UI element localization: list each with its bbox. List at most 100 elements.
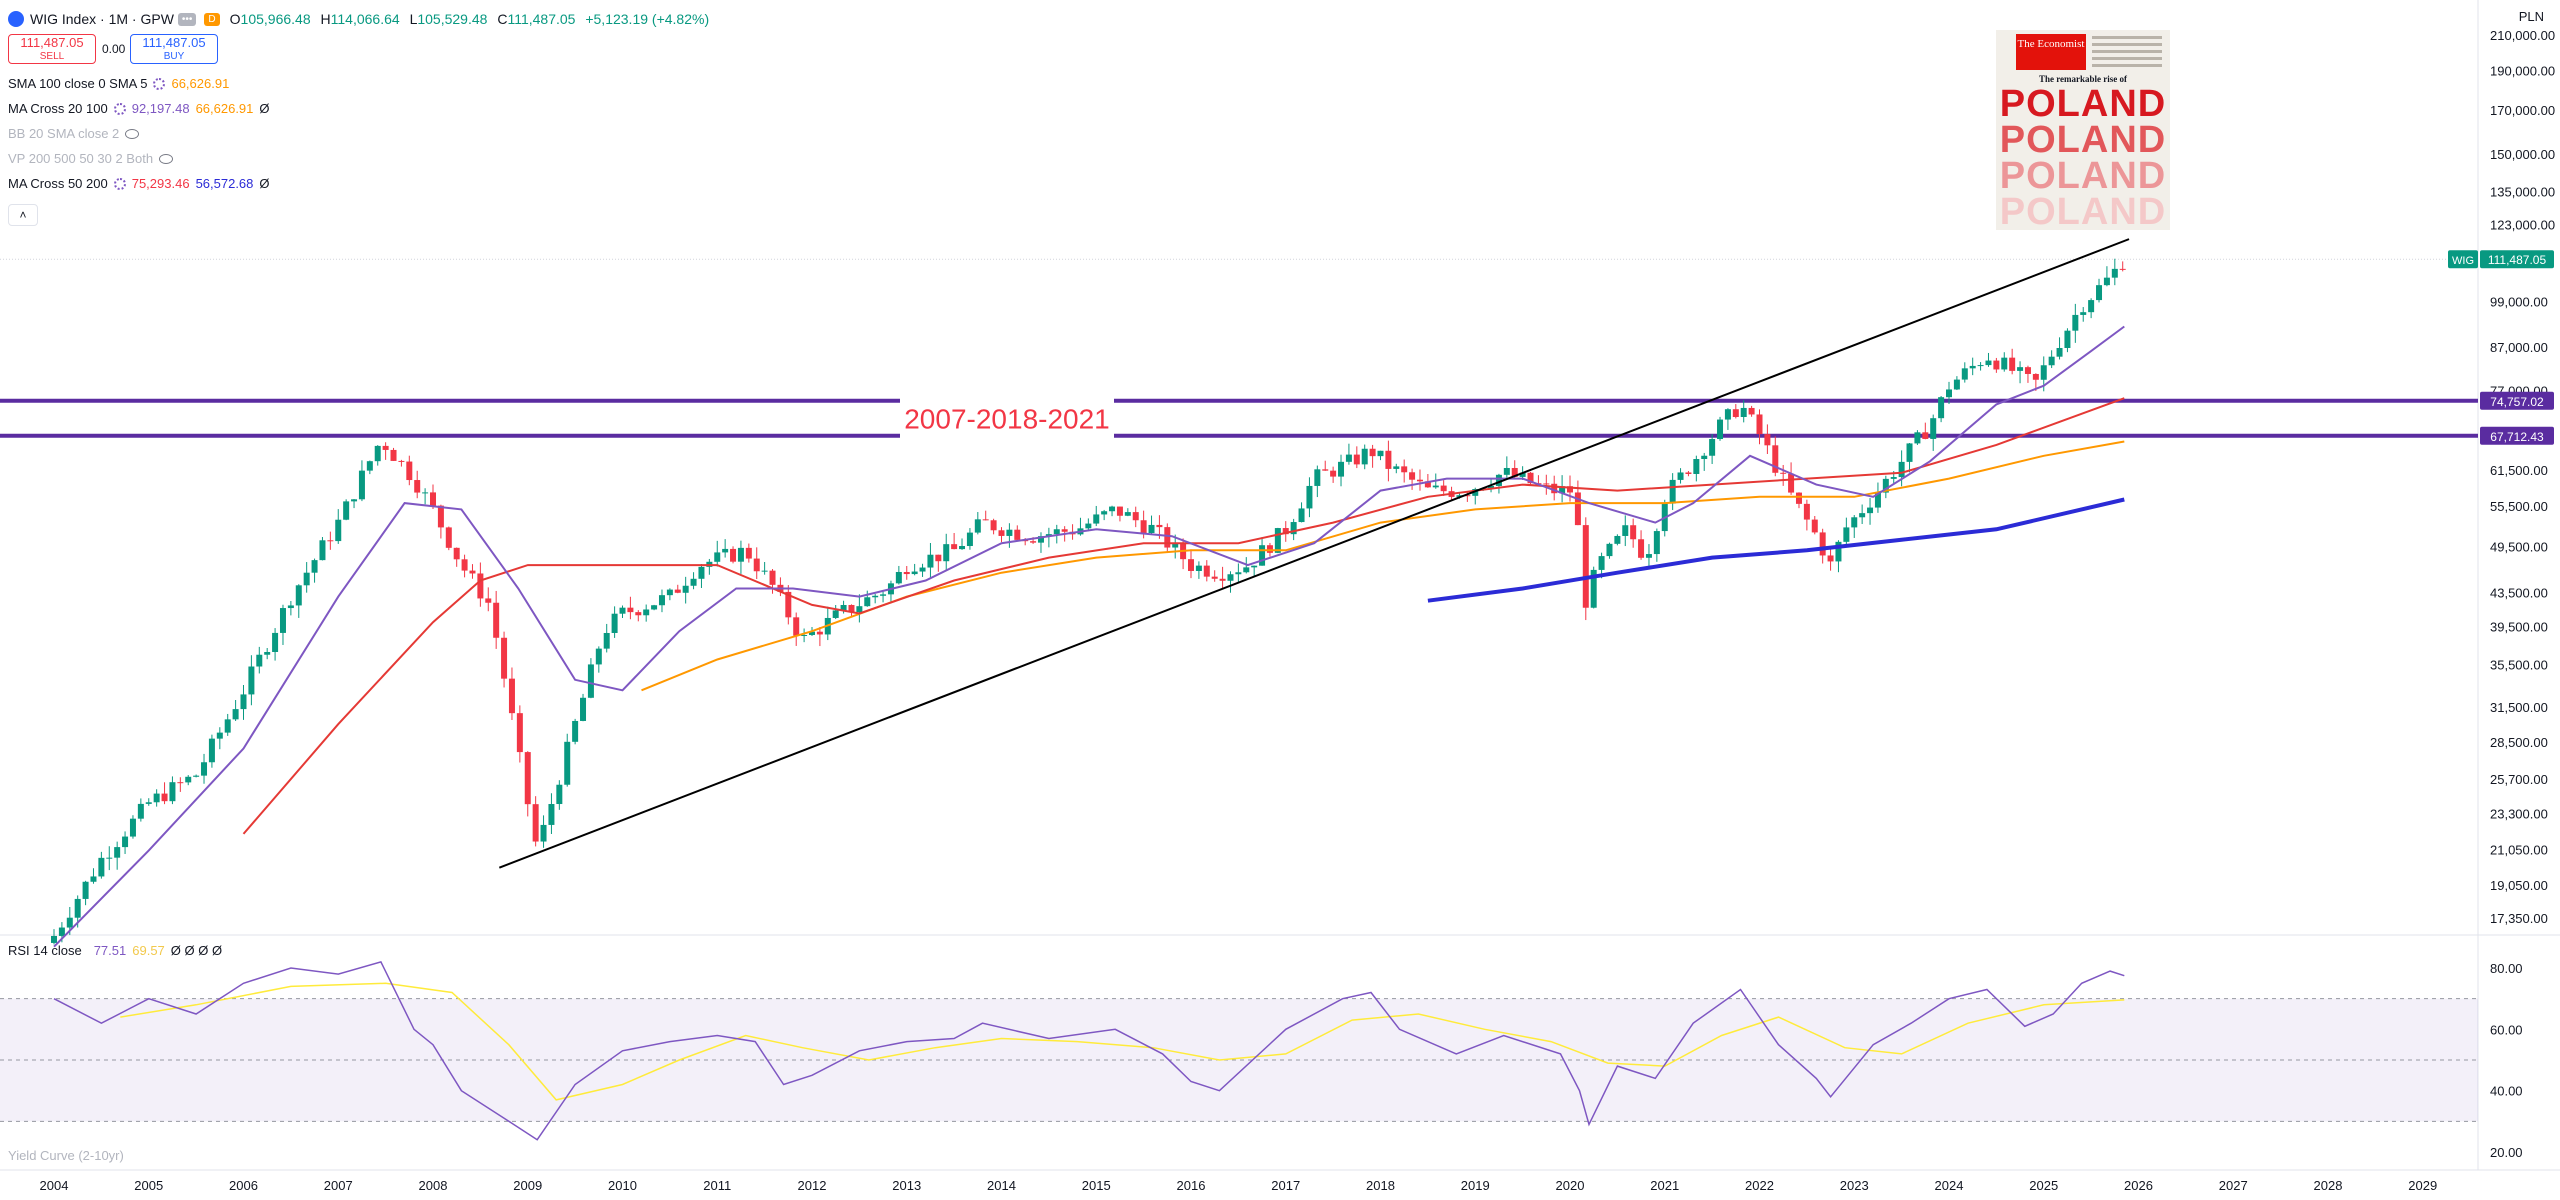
candle-down: [469, 570, 476, 574]
candle-up: [1653, 531, 1660, 555]
x-tick-label: 2027: [2219, 1178, 2248, 1193]
candle-up: [216, 732, 223, 739]
x-tick-label: 2025: [2029, 1178, 2058, 1193]
candle-up: [1093, 514, 1100, 524]
candle-down: [635, 612, 642, 616]
settings-icon[interactable]: [153, 77, 166, 90]
x-tick-label: 2005: [134, 1178, 163, 1193]
cover-word-2: POLAND: [1999, 119, 2167, 161]
rsi-legend[interactable]: RSI 14 close 77.51 69.57 Ø Ø Ø Ø: [8, 943, 223, 958]
candle-up: [943, 544, 950, 562]
x-tick-label: 2017: [1271, 1178, 1300, 1193]
candle-up: [343, 501, 350, 520]
candle-down: [1282, 528, 1289, 535]
collapse-legend-button[interactable]: ˄: [8, 204, 38, 226]
candle-down: [327, 540, 334, 542]
hidden-eye-icon[interactable]: [125, 128, 140, 139]
candle-down: [1827, 555, 1834, 562]
candle-up: [2103, 277, 2110, 286]
candle-down: [1803, 503, 1810, 520]
candle-down: [982, 519, 989, 521]
candle-down: [1764, 434, 1771, 446]
candle-down: [1440, 485, 1447, 492]
currency-selector[interactable]: PLN: [2518, 9, 2544, 24]
candle-up: [959, 546, 966, 550]
candle-up: [287, 605, 294, 609]
candle-down: [1330, 470, 1337, 477]
cover-subtitle: The remarkable rise of: [2038, 74, 2128, 84]
candle-up: [682, 585, 689, 593]
grid-lines: [0, 0, 2560, 1171]
indicator-sma100[interactable]: SMA 100 close 0 SMA 5 66,626.91: [8, 76, 230, 91]
candle-up: [51, 935, 57, 943]
candle-up: [1677, 472, 1684, 480]
candle-up: [129, 818, 136, 837]
y-tick-label: 135,000.00: [2490, 184, 2555, 199]
candle-down: [1385, 450, 1392, 469]
candle-up: [737, 547, 744, 562]
candle-up: [1503, 467, 1510, 475]
candle-up: [1874, 492, 1881, 508]
candle-up: [2111, 268, 2118, 278]
candle-up: [295, 585, 302, 606]
rsi-pane: [0, 961, 2478, 1141]
hidden-eye-icon[interactable]: [159, 153, 174, 164]
indicator-ma-cross-50-200[interactable]: MA Cross 50 200 75,293.46 56,572.68 Ø: [8, 176, 270, 191]
indicator-bb[interactable]: BB 20 SMA close 2: [8, 126, 140, 141]
buy-button[interactable]: 111,487.05 BUY: [130, 34, 218, 64]
candle-down: [1203, 565, 1210, 577]
candle-up: [1251, 565, 1258, 568]
candle-up: [856, 606, 863, 613]
candle-up: [1338, 461, 1345, 477]
candle-up: [1717, 419, 1724, 440]
yield-curve-legend[interactable]: Yield Curve (2-10yr): [8, 1148, 124, 1163]
candle-down: [382, 445, 389, 450]
candle-up: [1867, 507, 1874, 514]
candle-up: [2096, 285, 2103, 301]
candle-up: [2048, 356, 2055, 366]
candle-up: [548, 804, 555, 825]
settings-icon[interactable]: [113, 177, 126, 190]
candle-up: [761, 570, 768, 572]
candle-up: [58, 927, 65, 936]
spread-value: 0.00: [102, 42, 126, 56]
candle-up: [185, 776, 192, 783]
candle-up: [1488, 485, 1495, 489]
candle-down: [951, 544, 958, 550]
candle-up: [643, 609, 650, 616]
candle-up: [1314, 469, 1321, 486]
zone-label-bg: [900, 398, 1114, 439]
trade-buttons: 111,487.05 SELL 0.00 111,487.05 BUY: [8, 34, 218, 64]
rsi-ma-line: [120, 982, 2125, 1101]
candle-down: [903, 571, 910, 575]
symbol-title[interactable]: WIG Index · 1M · GPW: [30, 11, 174, 27]
moving-average-lines: [53, 238, 2130, 948]
candle-up: [1961, 368, 1968, 380]
candle-down: [1638, 539, 1645, 558]
candle-up: [1859, 513, 1866, 518]
candle-up: [90, 876, 97, 882]
y-tick-label: 31,500.00: [2490, 700, 2548, 715]
y-tick-label: 25,700.00: [2490, 772, 2548, 787]
candle-up: [1898, 461, 1905, 478]
candle-up: [2040, 365, 2047, 380]
candle-down: [2009, 357, 2016, 371]
candle-down: [1780, 472, 1787, 474]
settings-icon[interactable]: [113, 102, 126, 115]
indicator-ma-cross-20-100[interactable]: MA Cross 20 100 92,197.48 66,626.91 Ø: [8, 101, 270, 116]
candle-down: [1630, 525, 1637, 540]
candle-up: [1938, 397, 1945, 419]
candle-up: [1259, 545, 1266, 566]
candle-up: [587, 664, 594, 698]
candle-down: [1416, 479, 1423, 482]
candle-up: [1669, 479, 1676, 504]
sell-button[interactable]: 111,487.05 SELL: [8, 34, 96, 64]
indicator-vp[interactable]: VP 200 500 50 30 2 Both: [8, 151, 174, 166]
candle-down: [935, 554, 942, 562]
cover-word-4: POLAND: [1999, 191, 2167, 230]
candle-down: [524, 752, 531, 805]
candle-up: [1740, 407, 1747, 418]
x-tick-label: 2024: [1935, 1178, 1964, 1193]
candle-down: [1219, 578, 1226, 581]
